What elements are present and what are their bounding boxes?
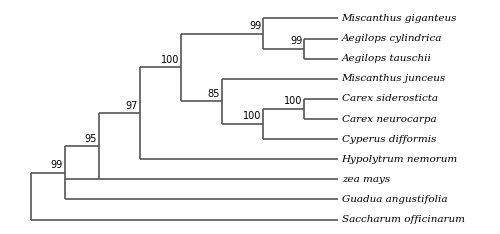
Text: Carex siderosticta: Carex siderosticta (342, 94, 438, 103)
Text: 85: 85 (208, 89, 220, 99)
Text: Hypolytrum nemorum: Hypolytrum nemorum (342, 155, 458, 164)
Text: Aegilops cylindrica: Aegilops cylindrica (342, 34, 442, 43)
Text: Saccharum officinarum: Saccharum officinarum (342, 215, 464, 224)
Text: 97: 97 (126, 101, 138, 111)
Text: 99: 99 (249, 21, 261, 31)
Text: 95: 95 (84, 134, 96, 144)
Text: Cyperus difformis: Cyperus difformis (342, 135, 436, 144)
Text: 100: 100 (160, 55, 179, 65)
Text: Miscanthus giganteus: Miscanthus giganteus (342, 14, 457, 23)
Text: 100: 100 (243, 111, 261, 121)
Text: Guadua angustifolia: Guadua angustifolia (342, 195, 447, 204)
Text: Aegilops tauschii: Aegilops tauschii (342, 54, 432, 63)
Text: Miscanthus junceus: Miscanthus junceus (342, 74, 446, 83)
Text: 99: 99 (50, 160, 63, 170)
Text: 99: 99 (290, 36, 302, 46)
Text: 100: 100 (284, 96, 302, 106)
Text: Carex neurocarpa: Carex neurocarpa (342, 114, 436, 124)
Text: zea mays: zea mays (342, 175, 390, 184)
